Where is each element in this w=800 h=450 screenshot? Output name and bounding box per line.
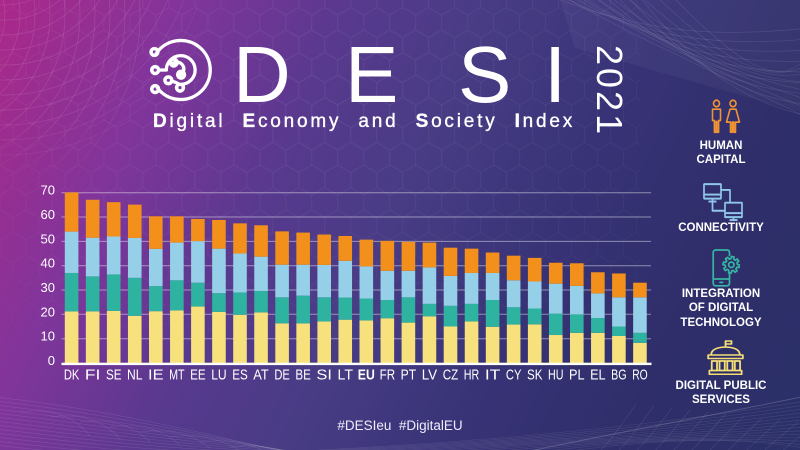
svg-text:EU: EU bbox=[358, 367, 375, 383]
svg-text:10: 10 bbox=[41, 329, 55, 344]
svg-text:BG: BG bbox=[611, 367, 627, 383]
svg-text:SI: SI bbox=[316, 367, 332, 383]
svg-text:HR: HR bbox=[464, 367, 480, 383]
svg-text:FR: FR bbox=[380, 367, 396, 383]
svg-text:AT: AT bbox=[253, 367, 269, 383]
svg-text:PT: PT bbox=[401, 367, 417, 383]
svg-text:EL: EL bbox=[590, 367, 606, 383]
svg-text:CZ: CZ bbox=[443, 367, 459, 383]
svg-text:HU: HU bbox=[548, 367, 564, 383]
svg-text:70: 70 bbox=[41, 183, 55, 198]
svg-text:BE: BE bbox=[295, 367, 311, 383]
svg-text:SK: SK bbox=[527, 367, 543, 383]
svg-text:FI: FI bbox=[85, 367, 101, 383]
svg-text:CY: CY bbox=[506, 367, 522, 383]
svg-text:SE: SE bbox=[106, 367, 122, 383]
svg-text:60: 60 bbox=[41, 207, 55, 222]
svg-text:LV: LV bbox=[422, 367, 438, 383]
svg-text:DE: DE bbox=[274, 367, 290, 383]
svg-text:LT: LT bbox=[338, 367, 354, 383]
svg-text:ES: ES bbox=[232, 367, 248, 383]
svg-text:0: 0 bbox=[48, 353, 55, 368]
svg-text:EE: EE bbox=[190, 367, 206, 383]
svg-text:MT: MT bbox=[169, 367, 185, 383]
svg-text:LU: LU bbox=[211, 367, 227, 383]
svg-text:30: 30 bbox=[41, 280, 55, 295]
svg-text:IT: IT bbox=[485, 367, 501, 383]
svg-text:PL: PL bbox=[569, 367, 585, 383]
svg-text:IE: IE bbox=[148, 367, 164, 383]
svg-text:50: 50 bbox=[41, 231, 55, 246]
svg-text:40: 40 bbox=[41, 256, 55, 271]
svg-text:RO: RO bbox=[632, 367, 648, 383]
svg-text:NL: NL bbox=[127, 367, 143, 383]
svg-text:20: 20 bbox=[41, 304, 55, 319]
svg-text:DK: DK bbox=[64, 367, 80, 383]
